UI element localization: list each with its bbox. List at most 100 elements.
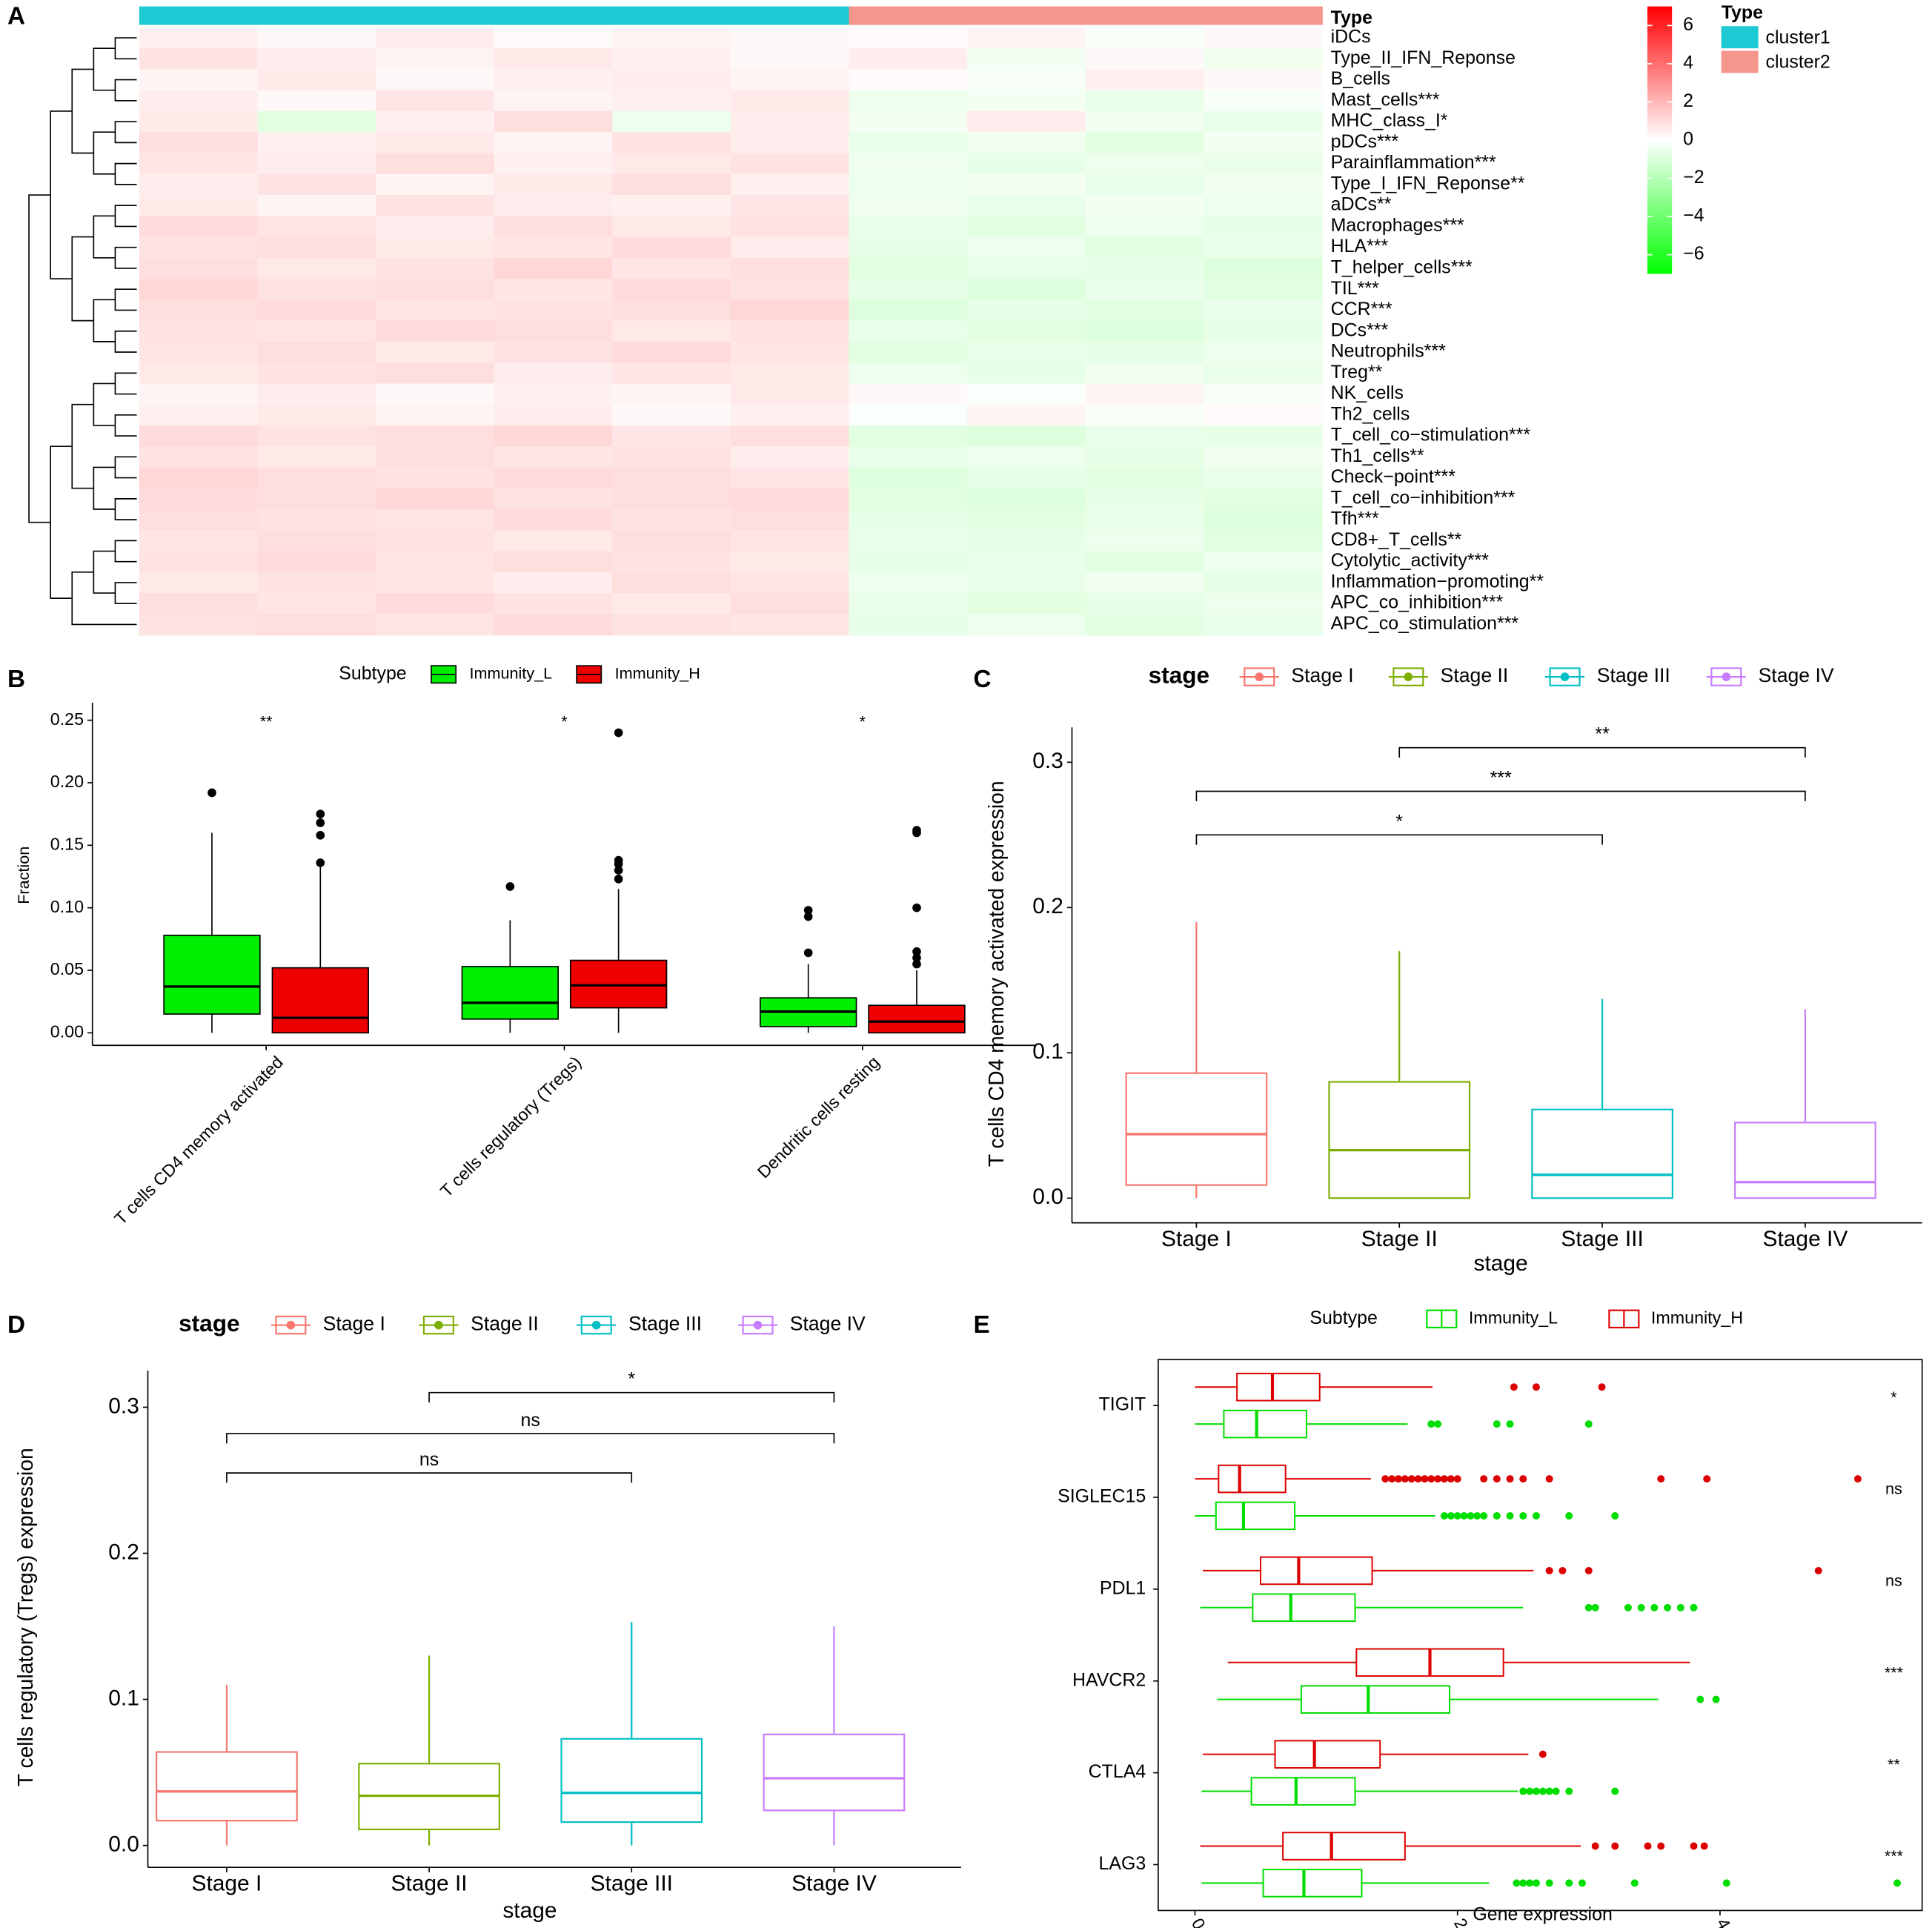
heat-cell <box>730 153 850 175</box>
outlier <box>912 826 921 835</box>
outlier <box>1565 1879 1573 1887</box>
heat-cell <box>1085 195 1205 217</box>
colorbar-tick-label: 2 <box>1683 90 1693 111</box>
legend-swatch-dot <box>753 1320 763 1330</box>
y-axis-label: T cells regulatory (Tregs) expression <box>13 1448 37 1786</box>
heat-cell <box>849 614 968 636</box>
y-tick-label: 0.1 <box>108 1686 139 1710</box>
heat-cell <box>967 530 1086 552</box>
heat-cell <box>494 530 614 552</box>
heat-cell <box>139 195 259 217</box>
annotation-cell <box>376 6 495 25</box>
significance: ** <box>1888 1755 1900 1773</box>
box <box>1300 1685 1451 1714</box>
heat-cell <box>1085 299 1205 322</box>
significance: * <box>1890 1388 1897 1406</box>
heat-cell <box>257 425 376 448</box>
outlier <box>614 728 623 738</box>
box <box>163 934 261 1015</box>
heat-cell <box>494 614 614 636</box>
heat-cell <box>849 362 968 385</box>
outlier <box>1519 1787 1527 1795</box>
heat-cell <box>730 383 850 405</box>
heat-cell <box>849 236 968 259</box>
outlier <box>912 903 921 912</box>
heat-cell <box>1085 132 1205 154</box>
outlier <box>1712 1695 1720 1703</box>
heat-cell <box>257 216 376 238</box>
legend-label: Stage IV <box>1759 664 1834 686</box>
legend-title: stage <box>179 1310 240 1336</box>
heat-cell <box>849 90 968 112</box>
heat-cell <box>139 48 259 70</box>
outlier <box>208 788 216 798</box>
row-label: Type_I_IFN_Reponse** <box>1331 173 1525 193</box>
heat-cell <box>1204 257 1323 279</box>
heat-cell <box>730 216 850 238</box>
heat-cell <box>612 236 731 259</box>
heat-cell <box>139 572 259 594</box>
outlier <box>1395 1475 1402 1483</box>
heat-cell <box>730 132 850 154</box>
row-label: TIL*** <box>1331 278 1379 299</box>
heat-cell <box>730 572 850 594</box>
heat-cell <box>967 614 1086 636</box>
y-tick-label: 0.10 <box>50 897 84 916</box>
heat-cell <box>257 362 376 385</box>
outlier <box>1598 1383 1606 1391</box>
heat-cell <box>612 614 731 636</box>
heat-cell <box>967 341 1086 363</box>
heat-cell <box>730 27 850 49</box>
outlier <box>1441 1475 1448 1483</box>
box <box>1531 1108 1673 1199</box>
dendrogram-branch <box>114 582 137 605</box>
legend-swatch <box>1721 26 1759 49</box>
heat-cell <box>612 216 731 238</box>
heat-cell <box>1085 362 1205 385</box>
row-label: Macrophages*** <box>1331 215 1464 236</box>
heat-cell <box>967 236 1086 259</box>
heat-cell <box>139 132 259 154</box>
dendrogram-branch <box>93 215 116 259</box>
heat-cell <box>376 383 495 405</box>
heat-cell <box>139 383 259 405</box>
heat-cell <box>376 341 495 363</box>
heat-cell <box>849 27 968 49</box>
heat-cell <box>612 488 731 510</box>
heat-cell <box>612 446 731 468</box>
heat-cell <box>1085 508 1205 531</box>
outlier <box>1513 1879 1521 1887</box>
heat-cell <box>1204 593 1323 615</box>
bracket-label: ns <box>419 1449 439 1470</box>
heat-cell <box>1085 257 1205 279</box>
row-label: Check−point*** <box>1331 466 1456 487</box>
heat-cell <box>257 551 376 573</box>
outlier <box>1506 1475 1514 1483</box>
heat-cell <box>730 593 850 615</box>
heat-cell <box>257 446 376 468</box>
heat-cell <box>967 90 1086 112</box>
heat-cell <box>612 341 731 363</box>
legend-label: Stage I <box>323 1313 385 1335</box>
row-label: Cytolytic_activity*** <box>1331 550 1490 571</box>
heat-cell <box>849 69 968 91</box>
dendrogram-branch <box>114 330 137 353</box>
outlier <box>1703 1475 1711 1483</box>
y-tick-label: TIGIT <box>1099 1394 1146 1415</box>
heat-cell <box>257 279 376 301</box>
outlier <box>1532 1787 1540 1795</box>
box <box>1125 1072 1268 1186</box>
row-label: T_helper_cells*** <box>1331 257 1473 278</box>
annotation-cell <box>257 6 376 25</box>
outlier <box>316 858 325 867</box>
row-label: DCs*** <box>1331 319 1389 340</box>
box <box>1328 1081 1471 1199</box>
outlier <box>316 809 325 818</box>
heat-cell <box>730 446 850 468</box>
dendrogram-branch <box>50 110 73 279</box>
heat-cell <box>1204 467 1323 489</box>
outlier <box>1414 1475 1422 1483</box>
outlier <box>1519 1879 1527 1887</box>
dendrogram-branch <box>93 299 116 342</box>
heat-cell <box>494 27 614 49</box>
